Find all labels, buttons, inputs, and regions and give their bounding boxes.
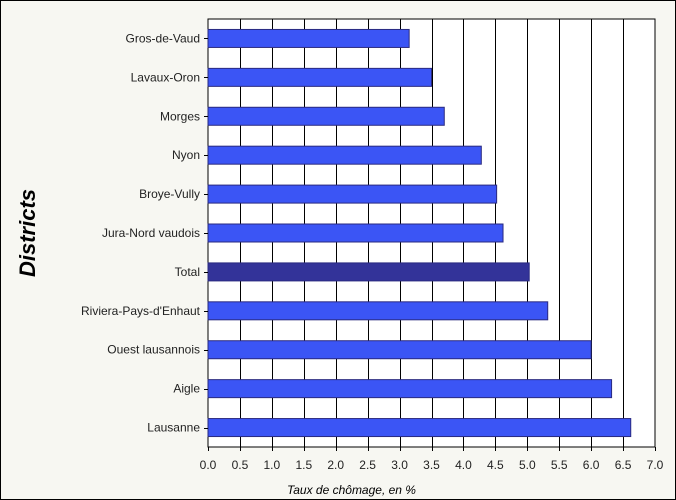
bar-total: [207, 262, 530, 282]
x-tick-label: 0.0: [200, 458, 217, 472]
bar: [207, 67, 432, 87]
category-label: Nyon: [172, 148, 200, 162]
bar: [207, 340, 592, 360]
category-labels: Gros-de-Vaud Lavaux-Oron Morges Nyon Broye-V…: [81, 31, 208, 435]
x-tick-label: 1.5: [295, 458, 312, 472]
category-label: Total: [175, 265, 200, 279]
category-label: Riviera-Pays-d'Enhaut: [81, 304, 201, 318]
x-tick-label: 0.5: [232, 458, 249, 472]
x-tick-label: 5.0: [519, 458, 536, 472]
category-label: Lavaux-Oron: [131, 70, 200, 84]
x-tick-label: 6.5: [615, 458, 632, 472]
bar: [207, 301, 549, 321]
x-axis-ticks: 0.0 0.5 1.0 1.5 2.0 2.5 3.0 3.5 4.0 4.5 5.0 5.5 6.0 6…: [200, 447, 664, 472]
bar: [207, 184, 498, 204]
x-axis-label: Taux de chômage, en %: [287, 483, 416, 497]
bar: [207, 106, 445, 126]
x-tick-label: 2.0: [327, 458, 344, 472]
y-axis-label: Districts: [15, 189, 40, 277]
category-label: Aigle: [173, 382, 200, 396]
bar: [207, 223, 504, 243]
x-tick-label: 4.0: [455, 458, 472, 472]
x-tick-label: 6.0: [583, 458, 600, 472]
x-tick-label: 4.5: [487, 458, 504, 472]
bar: [207, 145, 482, 165]
bar: [207, 28, 410, 48]
category-label: Jura-Nord vaudois: [102, 226, 200, 240]
x-tick-label: 1.0: [264, 458, 281, 472]
x-tick-label: 7.0: [647, 458, 664, 472]
x-tick-label: 3.5: [423, 458, 440, 472]
x-tick-label: 3.0: [391, 458, 408, 472]
x-tick-label: 2.5: [359, 458, 376, 472]
category-label: Lausanne: [147, 421, 200, 435]
category-label: Ouest lausannois: [107, 343, 200, 357]
category-label: Broye-Vully: [139, 187, 200, 201]
category-label: Gros-de-Vaud: [126, 31, 200, 45]
category-label: Morges: [160, 109, 200, 123]
bar: [207, 418, 632, 438]
x-tick-label: 5.5: [551, 458, 568, 472]
bar: [207, 379, 613, 399]
bars: [207, 28, 632, 438]
